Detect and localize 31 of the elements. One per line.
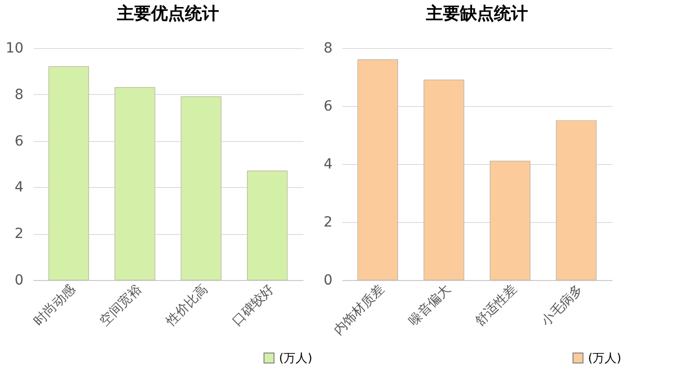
y-tick-label: 8 xyxy=(14,86,24,103)
x-tick-label: 舒适性差 xyxy=(472,282,520,330)
y-tick-label: 6 xyxy=(324,98,333,114)
bar xyxy=(48,66,90,280)
x-tick-label: 小毛病多 xyxy=(538,282,586,330)
x-tick-label: 空间宽裕 xyxy=(96,281,145,330)
y-tick-label: 4 xyxy=(14,180,24,196)
y-tick-label: 2 xyxy=(14,226,24,242)
y-tick-label: 8 xyxy=(324,40,332,56)
y-tick-label: 10 xyxy=(6,40,24,56)
x-tick-label: 口碑较好 xyxy=(230,282,278,330)
bar xyxy=(490,160,530,280)
bar xyxy=(246,170,288,280)
bar xyxy=(180,96,222,280)
x-tick-label: 噪音偏大 xyxy=(406,282,454,330)
y-tick-label: 6 xyxy=(14,133,24,150)
legend-label: (万人) xyxy=(588,351,622,365)
y-tick-label: 0 xyxy=(324,272,332,288)
y-tick-label: 2 xyxy=(324,214,332,230)
chart-title: 主要优点统计 xyxy=(116,4,219,24)
bar xyxy=(556,120,597,280)
x-tick-label: 时尚动感 xyxy=(31,282,79,330)
x-tick-label: 内饰材质差 xyxy=(331,282,388,338)
legend-label: (万人) xyxy=(279,351,312,365)
bar xyxy=(424,80,464,280)
chart-title: 主要缺点统计 xyxy=(425,4,528,24)
x-tick-label: 性价比高 xyxy=(162,281,211,330)
bar xyxy=(357,59,398,280)
y-tick-label: 4 xyxy=(324,156,333,172)
y-tick-label: 0 xyxy=(14,272,24,288)
bar xyxy=(114,87,156,280)
